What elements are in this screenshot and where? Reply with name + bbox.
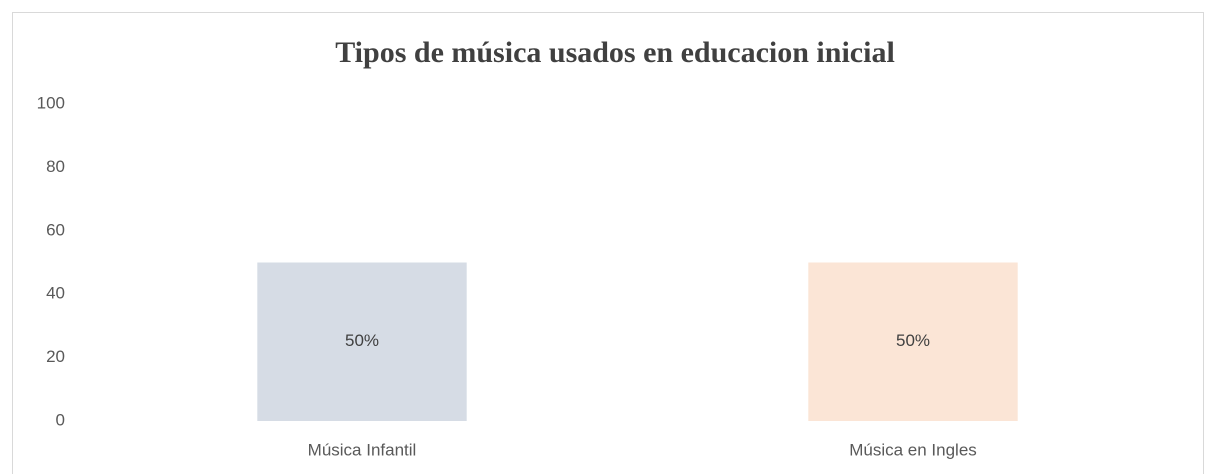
- y-tick-label: 80: [46, 157, 65, 176]
- y-tick-label: 40: [46, 284, 65, 303]
- value-label: 50%: [896, 331, 930, 350]
- chart-border: [12, 12, 1204, 474]
- y-tick-label: 60: [46, 220, 65, 239]
- chart-title: Tipos de música usados en educacion inic…: [335, 36, 895, 69]
- value-label: 50%: [345, 331, 379, 350]
- bar: [808, 262, 1018, 421]
- x-tick-label: Música Infantil: [308, 440, 417, 459]
- y-tick-label: 100: [37, 93, 65, 112]
- y-tick-label: 20: [46, 347, 65, 366]
- y-tick-label: 0: [56, 410, 65, 429]
- x-tick-label: Música en Ingles: [849, 440, 977, 459]
- bar: [257, 262, 467, 421]
